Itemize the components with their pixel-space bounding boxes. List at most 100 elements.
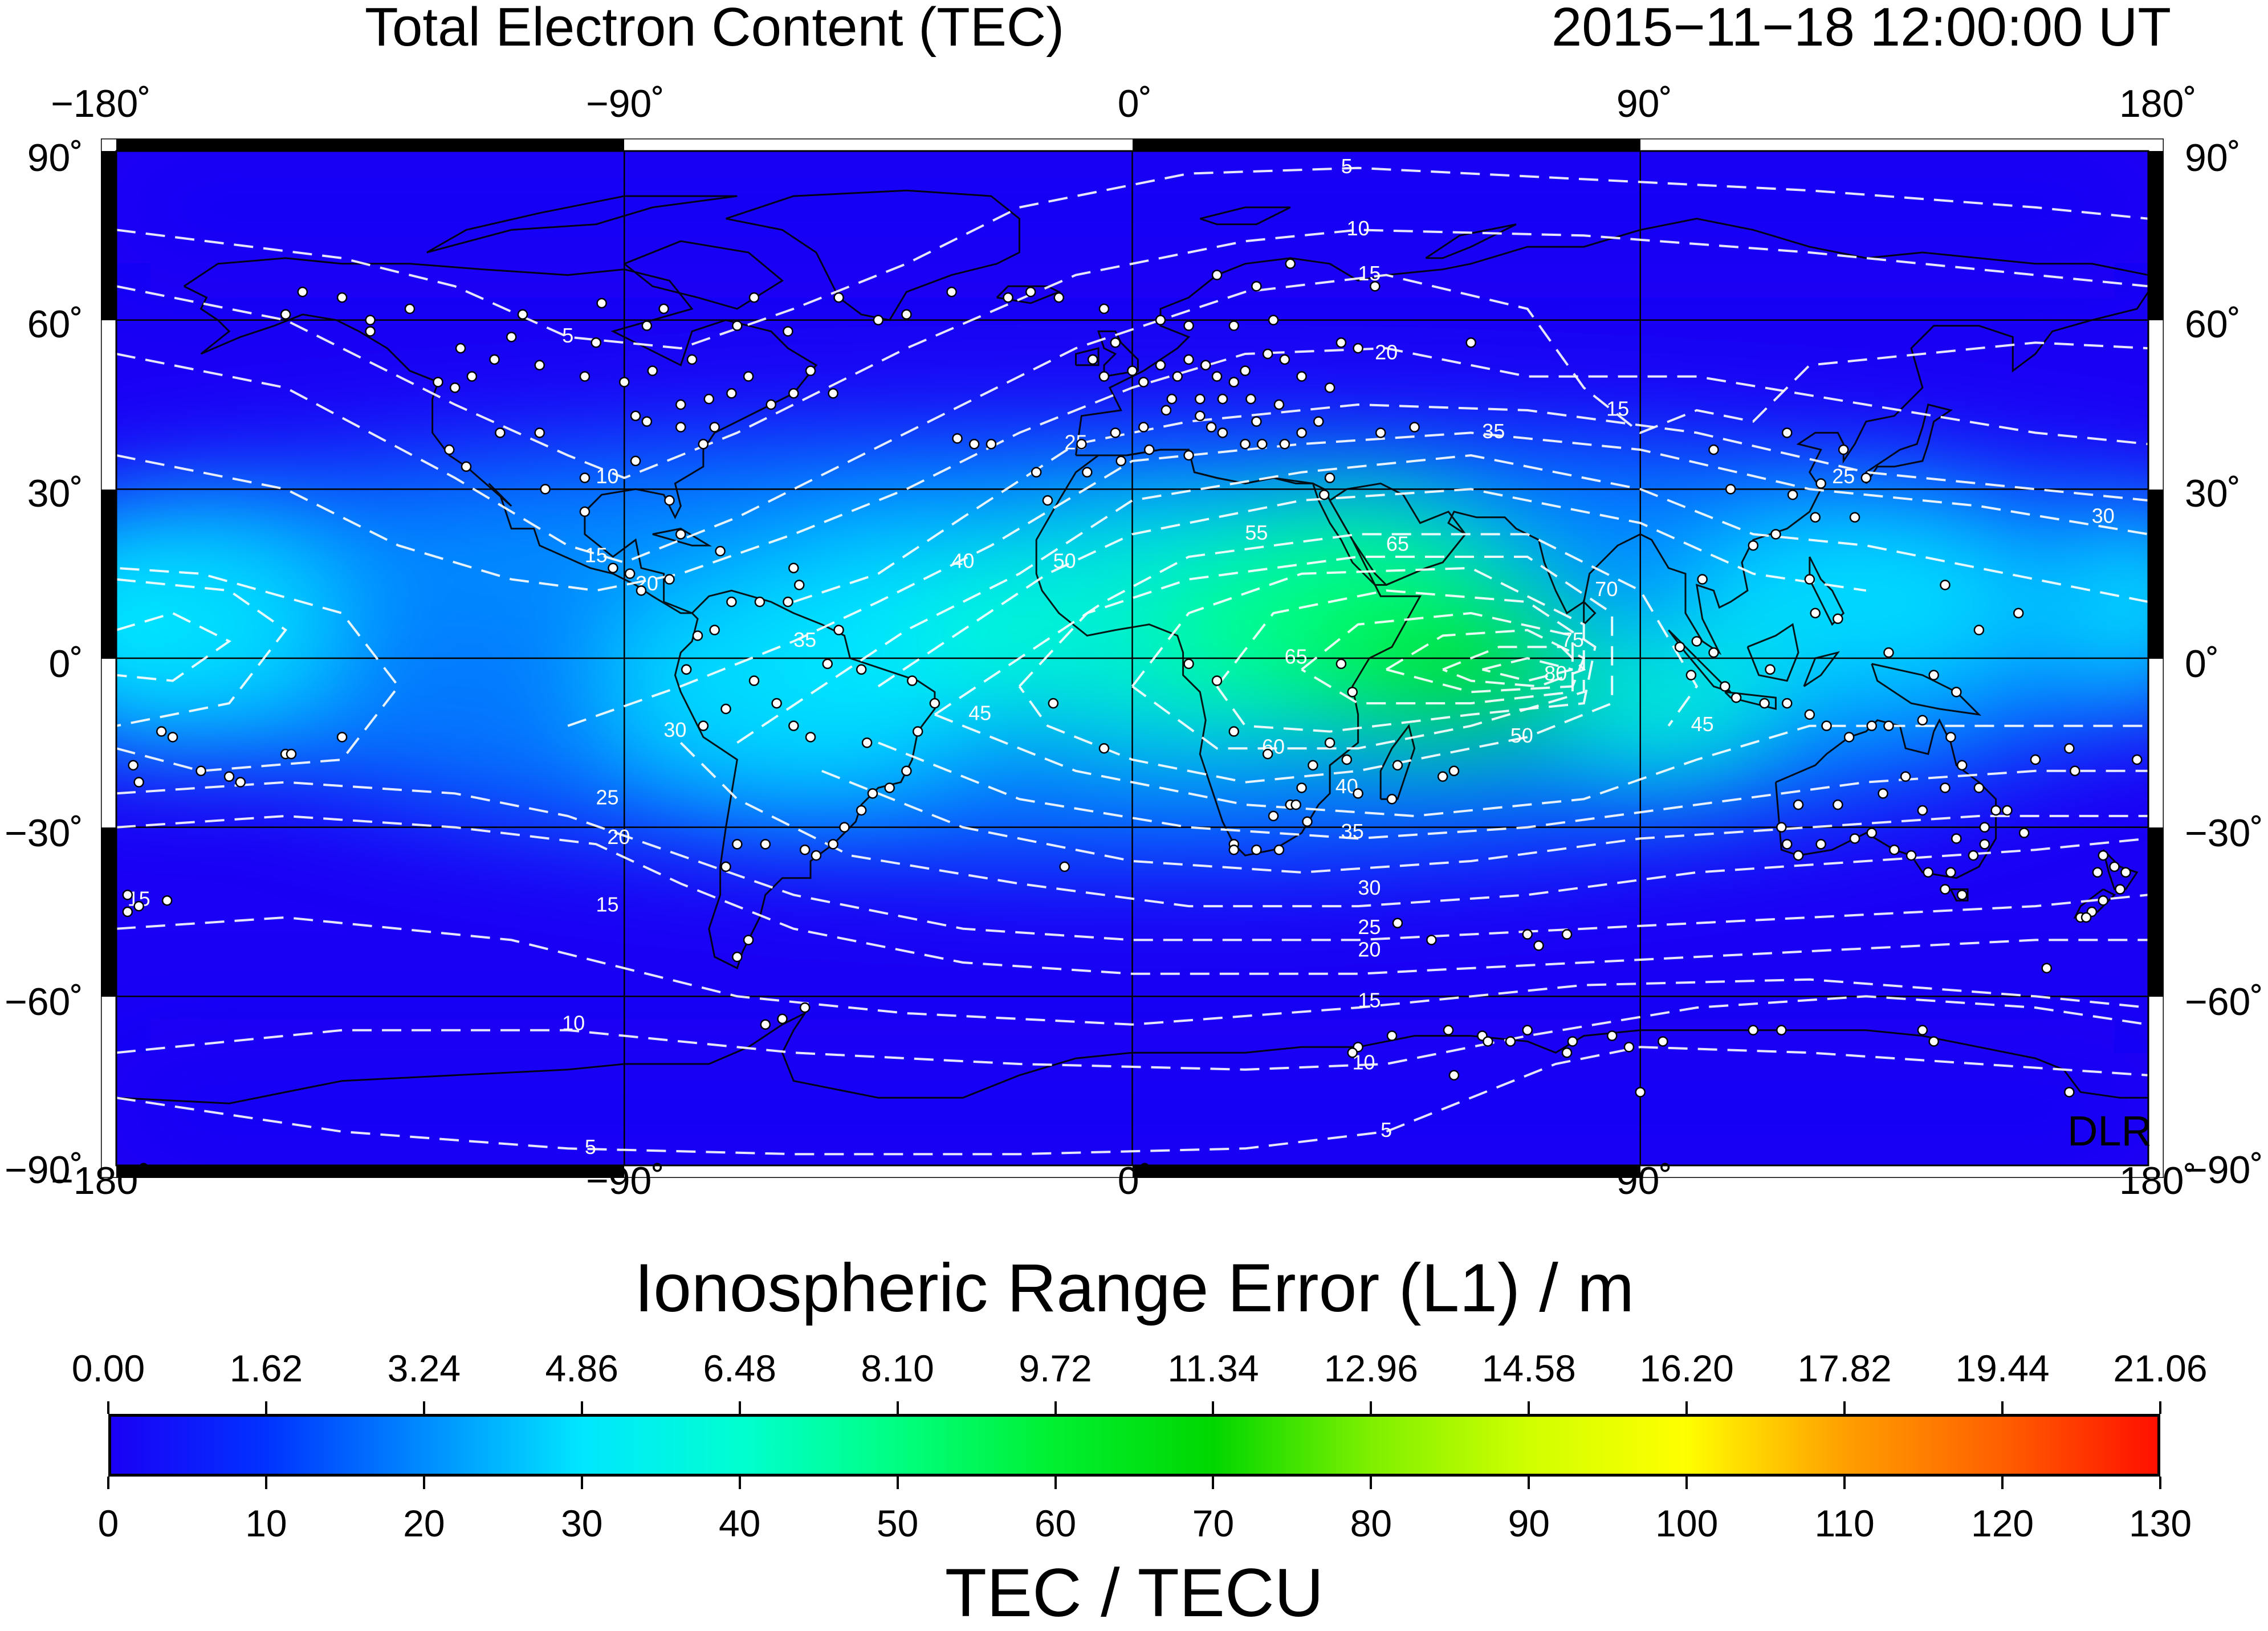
- gnss-station-marker: [1211, 371, 1223, 382]
- gnss-station-marker: [1313, 416, 1324, 427]
- gnss-station-marker: [1195, 410, 1206, 422]
- gnss-station-marker: [901, 765, 912, 777]
- gnss-station-marker: [856, 664, 867, 675]
- lat-label-left: 0˚: [48, 642, 83, 686]
- contour-label: 35: [1482, 419, 1505, 443]
- contour-label: 20: [1375, 341, 1398, 364]
- contour-label: 10: [562, 1011, 585, 1034]
- gnss-station-marker: [336, 292, 348, 303]
- lat-label-right: −60˚: [2185, 980, 2263, 1024]
- gnss-station-marker: [1211, 270, 1223, 280]
- gnss-station-marker: [867, 788, 878, 799]
- gnss-station-marker: [286, 748, 297, 760]
- tec-tick-label: 100: [1655, 1502, 1719, 1544]
- tec-tick-mark: [580, 1477, 583, 1489]
- coastline: [652, 528, 712, 547]
- gnss-station-marker: [1161, 405, 1172, 416]
- tec-tick-label: 40: [718, 1502, 761, 1544]
- tec-contour-line: [116, 611, 232, 682]
- range-tick-mark: [580, 1401, 583, 1414]
- gnss-station-marker: [1708, 647, 1719, 658]
- gnss-station-marker: [235, 777, 246, 788]
- coastline: [624, 240, 784, 310]
- gnss-station-marker: [534, 427, 545, 438]
- gnss-station-marker: [579, 506, 591, 517]
- gnss-station-marker: [1606, 1030, 1618, 1041]
- gnss-station-marker: [1759, 698, 1770, 709]
- gnss-station-marker: [1793, 850, 1804, 861]
- gnss-station-marker: [1833, 799, 1843, 810]
- gnss-station-marker: [1347, 687, 1358, 698]
- gnss-station-marker: [686, 354, 698, 365]
- gnss-station-marker: [1765, 664, 1776, 675]
- gnss-station-marker: [1076, 438, 1087, 450]
- contour-label: 5: [562, 324, 573, 347]
- contour-label: 35: [793, 628, 816, 651]
- gnss-station-marker: [986, 438, 997, 450]
- gnss-station-marker: [1979, 822, 1990, 833]
- tec-contour-line: [116, 916, 2148, 1026]
- gnss-station-marker: [743, 935, 754, 945]
- coastline: [1724, 691, 1777, 710]
- gnss-station-marker: [783, 596, 793, 607]
- gnss-station-marker: [805, 365, 816, 376]
- gnss-station-marker: [1843, 732, 1855, 743]
- map-timestamp: 2015−11−18 12:00:00 UT: [1551, 0, 2171, 58]
- gnss-station-marker: [1217, 393, 1228, 405]
- gnss-station-marker: [1951, 833, 1962, 844]
- gnss-station-marker: [828, 839, 838, 850]
- contour-label: 55: [1245, 521, 1268, 544]
- tec-contour-line: [934, 533, 1699, 727]
- gnss-station-marker: [1883, 647, 1894, 658]
- gnss-station-marker: [698, 720, 709, 731]
- gnss-station-marker: [1793, 799, 1804, 810]
- range-error-tick-label: 12.96: [1324, 1347, 1418, 1389]
- gnss-station-marker: [732, 320, 743, 331]
- contour-label: 25: [1358, 915, 1381, 939]
- lat-label-right: 30˚: [2185, 472, 2241, 515]
- gnss-station-marker: [1290, 799, 1301, 810]
- gnss-station-marker: [1042, 495, 1053, 506]
- range-tick-mark: [896, 1401, 899, 1414]
- gnss-station-marker: [466, 371, 478, 382]
- coastline: [1097, 330, 1139, 378]
- gnss-station-marker: [1025, 286, 1036, 297]
- gnss-station-marker: [1973, 782, 1985, 793]
- gnss-station-marker: [1375, 427, 1386, 438]
- gnss-station-marker: [1878, 788, 1888, 799]
- gnss-station-marker: [1833, 613, 1843, 625]
- gnss-station-marker: [1386, 1030, 1398, 1041]
- gnss-station-marker: [1392, 918, 1403, 929]
- gnss-station-marker: [811, 850, 822, 861]
- gnss-station-marker: [579, 371, 591, 382]
- gnss-station-marker: [636, 585, 647, 596]
- gnss-station-marker: [726, 388, 737, 399]
- gnss-station-marker: [1335, 337, 1347, 348]
- gnss-station-marker: [1279, 438, 1290, 450]
- gnss-station-marker: [1787, 489, 1798, 500]
- tec-contour-line: [1386, 629, 1586, 694]
- tec-tick-mark: [107, 1477, 109, 1489]
- gnss-station-marker: [630, 455, 641, 467]
- range-tick-mark: [107, 1401, 109, 1414]
- gnss-station-marker: [647, 365, 658, 376]
- gnss-station-marker: [1956, 760, 1968, 771]
- gnss-station-marker: [1347, 1047, 1358, 1058]
- gnss-station-marker: [1860, 472, 1872, 483]
- gnss-station-marker: [664, 574, 675, 585]
- tec-contour-line: [736, 454, 2148, 744]
- gnss-station-marker: [1658, 1036, 1668, 1047]
- tec-field-region: [1245, 495, 1471, 597]
- tec-contour-line: [116, 578, 287, 727]
- gnss-station-marker: [1110, 337, 1121, 348]
- contour-label: 50: [1510, 724, 1533, 747]
- gnss-station-marker: [1483, 1036, 1493, 1047]
- gnss-station-marker: [1386, 793, 1398, 805]
- contour-label: 75: [1561, 628, 1584, 651]
- gnss-station-marker: [1781, 839, 1793, 850]
- gnss-station-marker: [1335, 658, 1347, 670]
- gnss-station-marker: [1561, 929, 1573, 940]
- gnss-station-marker: [1206, 422, 1217, 433]
- tec-contour-line: [567, 431, 2148, 727]
- tec-tick-label: 130: [2128, 1502, 2192, 1544]
